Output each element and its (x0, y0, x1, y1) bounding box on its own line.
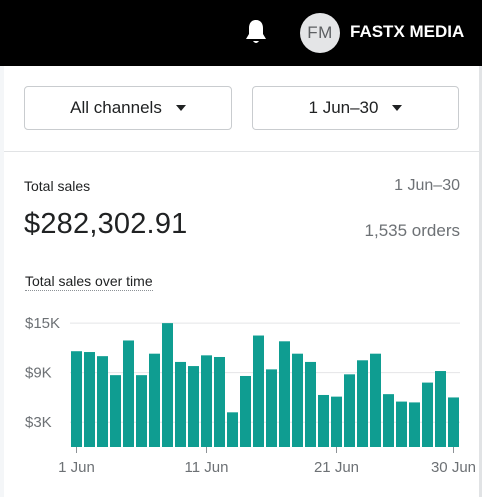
x-tick-label: 30 Jun (431, 459, 476, 476)
sales-bar[interactable] (409, 402, 420, 447)
store-name[interactable]: FASTX MEDIA (350, 22, 465, 41)
sales-bar[interactable] (175, 361, 186, 447)
x-tick-label: 1 Jun (58, 459, 95, 476)
sales-bar[interactable] (435, 371, 446, 447)
sales-bar[interactable] (344, 374, 355, 447)
sales-bar[interactable] (318, 394, 329, 447)
date-range-select[interactable]: 1 Jun–30 (252, 86, 459, 130)
sales-bar[interactable] (396, 401, 407, 447)
chart-title[interactable]: Total sales over time (25, 273, 153, 291)
avatar[interactable]: FM (300, 13, 340, 53)
y-tick-label: $15K (25, 315, 60, 332)
x-tick-label: 11 Jun (185, 459, 229, 476)
channel-select[interactable]: All channels (24, 86, 232, 130)
sales-bar[interactable] (240, 375, 251, 447)
sales-bar[interactable] (331, 396, 342, 447)
sales-bar-chart: $3K $9K $15K 1 Jun 11 Jun 21 Jun 30 Jun (25, 315, 476, 476)
filter-bar: All channels 1 Jun–30 (4, 66, 482, 152)
sales-bar[interactable] (71, 351, 82, 447)
sales-bar[interactable] (110, 375, 121, 447)
y-tick-label: $9K (25, 365, 52, 382)
total-sales-value: $282,302.91 (24, 208, 188, 240)
total-sales-card: Total sales 1 Jun–30 $282,302.91 1,535 o… (4, 152, 482, 497)
bell-icon[interactable] (244, 18, 268, 46)
sales-bar[interactable] (266, 369, 277, 447)
x-tick-label: 21 Jun (314, 459, 359, 476)
sales-bar[interactable] (149, 353, 160, 447)
scrollbar-edge (479, 66, 482, 497)
sales-bar[interactable] (305, 361, 316, 447)
sales-bar[interactable] (201, 355, 212, 447)
top-bar: FM FASTX MEDIA (0, 0, 482, 66)
date-range-select-label: 1 Jun–30 (308, 98, 379, 117)
sales-bar[interactable] (136, 375, 147, 447)
sales-bar[interactable] (214, 356, 225, 447)
caret-down-icon (392, 105, 403, 111)
sales-bar[interactable] (188, 366, 199, 447)
sales-bar[interactable] (123, 340, 134, 447)
sales-bar[interactable] (253, 335, 264, 447)
sales-bar[interactable] (162, 323, 173, 447)
caret-down-icon (175, 105, 186, 111)
card-date-range: 1 Jun–30 (394, 177, 460, 194)
sales-bar[interactable] (357, 360, 368, 447)
sales-bar[interactable] (84, 352, 95, 447)
card-title: Total sales (24, 178, 91, 194)
sales-bar[interactable] (279, 341, 290, 447)
sales-bar[interactable] (292, 353, 303, 447)
sales-bar[interactable] (370, 353, 381, 447)
sales-bar[interactable] (227, 412, 238, 447)
sales-bar[interactable] (97, 356, 108, 447)
sales-bar[interactable] (383, 394, 394, 447)
sales-bar[interactable] (422, 382, 433, 447)
sales-bar[interactable] (448, 397, 459, 447)
orders-count: 1,535 orders (364, 221, 460, 240)
y-tick-label: $3K (25, 414, 52, 431)
channel-select-label: All channels (70, 98, 162, 117)
